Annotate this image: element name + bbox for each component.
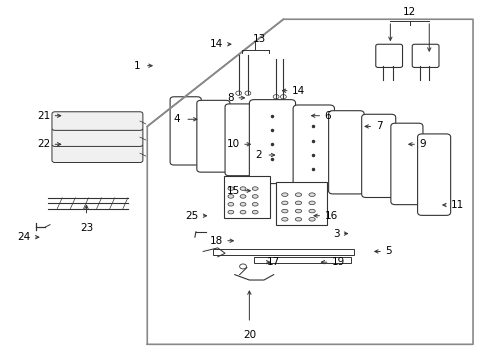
FancyBboxPatch shape bbox=[411, 44, 438, 67]
FancyBboxPatch shape bbox=[197, 100, 229, 172]
Text: 6: 6 bbox=[324, 111, 331, 121]
Ellipse shape bbox=[240, 195, 245, 198]
Ellipse shape bbox=[281, 201, 287, 204]
Text: 10: 10 bbox=[226, 139, 239, 149]
FancyBboxPatch shape bbox=[375, 44, 402, 67]
Circle shape bbox=[273, 95, 279, 99]
Circle shape bbox=[235, 91, 241, 95]
Ellipse shape bbox=[227, 195, 233, 198]
FancyBboxPatch shape bbox=[292, 105, 334, 191]
Ellipse shape bbox=[252, 187, 258, 190]
Text: 13: 13 bbox=[252, 34, 265, 44]
Ellipse shape bbox=[240, 187, 245, 190]
Ellipse shape bbox=[295, 217, 301, 221]
Text: 14: 14 bbox=[209, 39, 223, 49]
Text: 22: 22 bbox=[37, 139, 50, 149]
Ellipse shape bbox=[281, 217, 287, 221]
Text: 1: 1 bbox=[133, 61, 140, 71]
Text: 15: 15 bbox=[226, 186, 239, 196]
Text: 17: 17 bbox=[266, 257, 279, 267]
Text: 21: 21 bbox=[37, 111, 50, 121]
Text: 25: 25 bbox=[184, 211, 198, 221]
Ellipse shape bbox=[308, 217, 315, 221]
Text: 14: 14 bbox=[291, 86, 305, 96]
Ellipse shape bbox=[227, 187, 233, 190]
Ellipse shape bbox=[227, 203, 233, 206]
Ellipse shape bbox=[281, 193, 287, 197]
Ellipse shape bbox=[308, 201, 315, 204]
Text: 18: 18 bbox=[209, 236, 222, 246]
FancyBboxPatch shape bbox=[52, 128, 142, 147]
Text: 16: 16 bbox=[324, 211, 337, 221]
Text: 23: 23 bbox=[80, 223, 93, 233]
FancyBboxPatch shape bbox=[249, 100, 295, 184]
Ellipse shape bbox=[252, 203, 258, 206]
FancyBboxPatch shape bbox=[361, 114, 395, 198]
Text: 20: 20 bbox=[243, 330, 255, 340]
Text: 4: 4 bbox=[173, 114, 180, 124]
Bar bbox=[223, 176, 269, 217]
Circle shape bbox=[239, 264, 246, 269]
Text: 7: 7 bbox=[375, 121, 382, 131]
Ellipse shape bbox=[295, 193, 301, 197]
Text: 12: 12 bbox=[403, 8, 416, 18]
Text: 9: 9 bbox=[419, 139, 426, 149]
Text: 8: 8 bbox=[227, 93, 233, 103]
Ellipse shape bbox=[252, 210, 258, 214]
Circle shape bbox=[244, 91, 250, 95]
Bar bbox=[254, 257, 351, 263]
FancyBboxPatch shape bbox=[52, 112, 142, 130]
FancyBboxPatch shape bbox=[390, 123, 422, 204]
Ellipse shape bbox=[252, 195, 258, 198]
Text: 2: 2 bbox=[254, 150, 261, 160]
Ellipse shape bbox=[308, 193, 315, 197]
FancyBboxPatch shape bbox=[52, 144, 142, 162]
Ellipse shape bbox=[240, 210, 245, 214]
Ellipse shape bbox=[308, 209, 315, 213]
Circle shape bbox=[280, 95, 286, 99]
Text: 24: 24 bbox=[17, 232, 30, 242]
Ellipse shape bbox=[295, 201, 301, 204]
Text: 3: 3 bbox=[332, 229, 339, 239]
Text: 11: 11 bbox=[450, 200, 464, 210]
Ellipse shape bbox=[295, 209, 301, 213]
Text: 5: 5 bbox=[385, 247, 391, 256]
Text: 19: 19 bbox=[331, 257, 345, 267]
Bar bbox=[276, 182, 326, 225]
FancyBboxPatch shape bbox=[224, 104, 254, 176]
Bar bbox=[212, 249, 353, 255]
FancyBboxPatch shape bbox=[417, 134, 450, 215]
FancyBboxPatch shape bbox=[170, 97, 201, 165]
FancyBboxPatch shape bbox=[328, 111, 364, 194]
Ellipse shape bbox=[240, 203, 245, 206]
Ellipse shape bbox=[227, 210, 233, 214]
Ellipse shape bbox=[281, 209, 287, 213]
